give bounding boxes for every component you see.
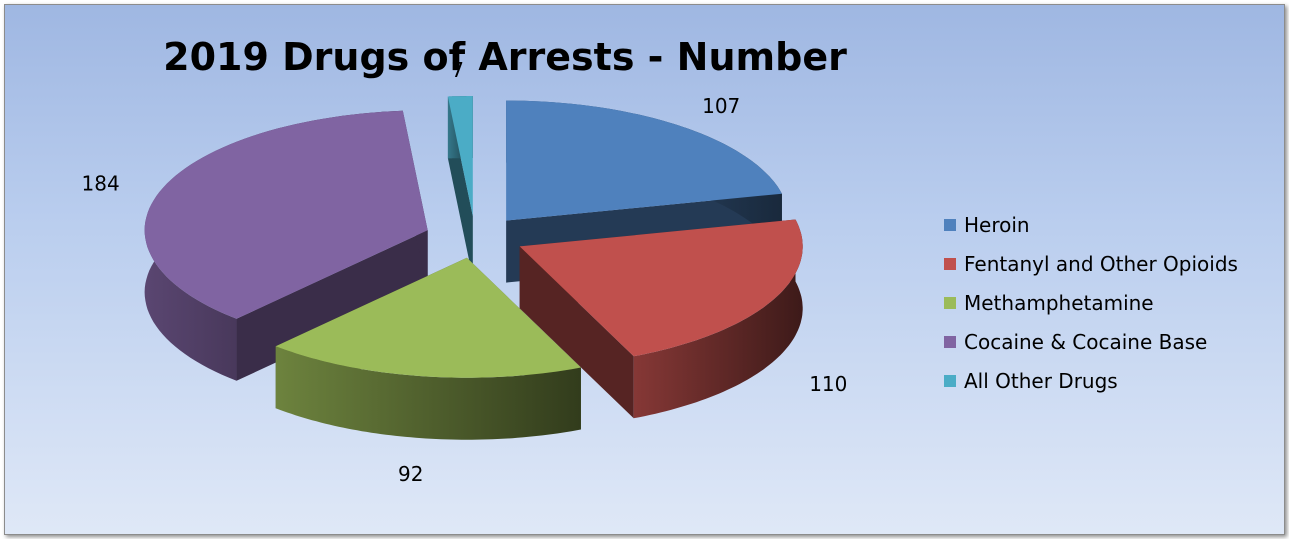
- pie-slice-1: [519, 219, 803, 419]
- data-label-3: 184: [82, 171, 120, 195]
- legend-item: Methamphetamine: [944, 283, 1238, 322]
- pie-slice-2: [275, 257, 581, 440]
- data-label-0: 107: [702, 94, 740, 118]
- legend-label: Fentanyl and Other Opioids: [964, 251, 1238, 276]
- pie-slice-4: [447, 96, 473, 279]
- legend-item: Fentanyl and Other Opioids: [944, 244, 1238, 283]
- legend-item: Heroin: [944, 205, 1238, 244]
- chart-area: 2019 Drugs of Arrests - Number 107 110 92 1…: [4, 4, 1285, 535]
- legend-swatch: [944, 335, 956, 348]
- legend-item: Cocaine & Cocaine Base: [944, 322, 1238, 361]
- legend-label: All Other Drugs: [964, 368, 1118, 393]
- legend-swatch: [944, 374, 956, 387]
- pie-slice-3: [144, 110, 428, 381]
- data-label-1: 110: [809, 372, 847, 396]
- legend-label: Heroin: [964, 212, 1030, 237]
- pie-chart: 107 110 92 184 7: [82, 58, 848, 486]
- legend: Heroin Fentanyl and Other Opioids Methamph…: [944, 205, 1238, 400]
- legend-item: All Other Drugs: [944, 361, 1238, 400]
- legend-swatch: [944, 218, 956, 231]
- legend-swatch: [944, 257, 956, 270]
- chart-title: 2019 Drugs of Arrests - Number: [163, 35, 847, 79]
- data-label-4: 7: [451, 58, 464, 82]
- legend-label: Methamphetamine: [964, 290, 1154, 315]
- legend-swatch: [944, 296, 956, 309]
- data-label-2: 92: [398, 462, 423, 486]
- legend-label: Cocaine & Cocaine Base: [964, 329, 1208, 354]
